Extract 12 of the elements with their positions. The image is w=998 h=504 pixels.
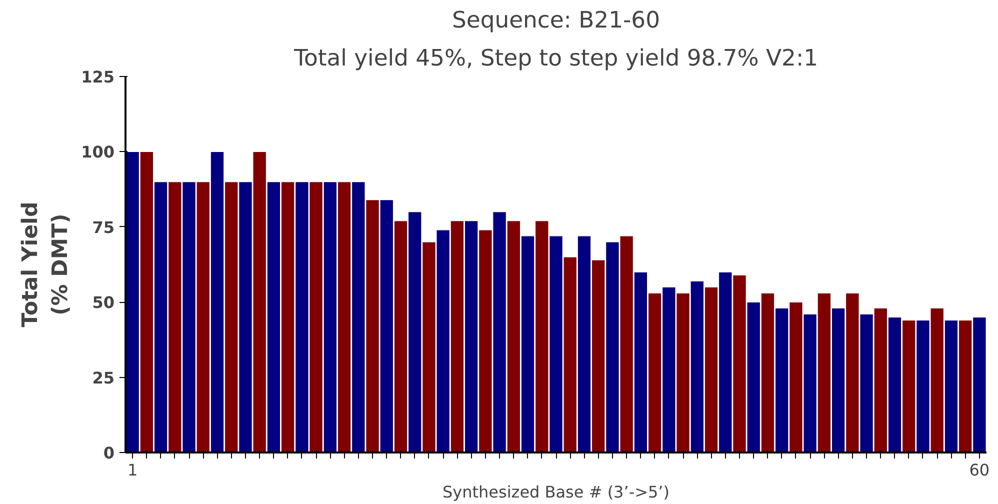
y-tick-label: 75 — [92, 218, 114, 237]
y-tick-label: 0 — [103, 444, 115, 462]
x-tick-label: 1 — [127, 460, 138, 480]
chart-title: Sequence: B21-60 — [452, 8, 660, 34]
chart-subtitle: Total yield 45%, Step to step yield 98.7% V2:1 — [293, 46, 818, 72]
y-axis-title: Total Yield (% DMT) — [18, 202, 74, 328]
x-tick-label: 60 — [969, 460, 990, 480]
y-tick-label: 125 — [81, 68, 115, 86]
y-tick-label: 100 — [81, 142, 115, 162]
y-tick-label: 25 — [92, 368, 114, 388]
x-axis-title: Synthesized Base # (3’->5’) — [442, 482, 670, 502]
y-tick-label: 50 — [92, 293, 114, 312]
